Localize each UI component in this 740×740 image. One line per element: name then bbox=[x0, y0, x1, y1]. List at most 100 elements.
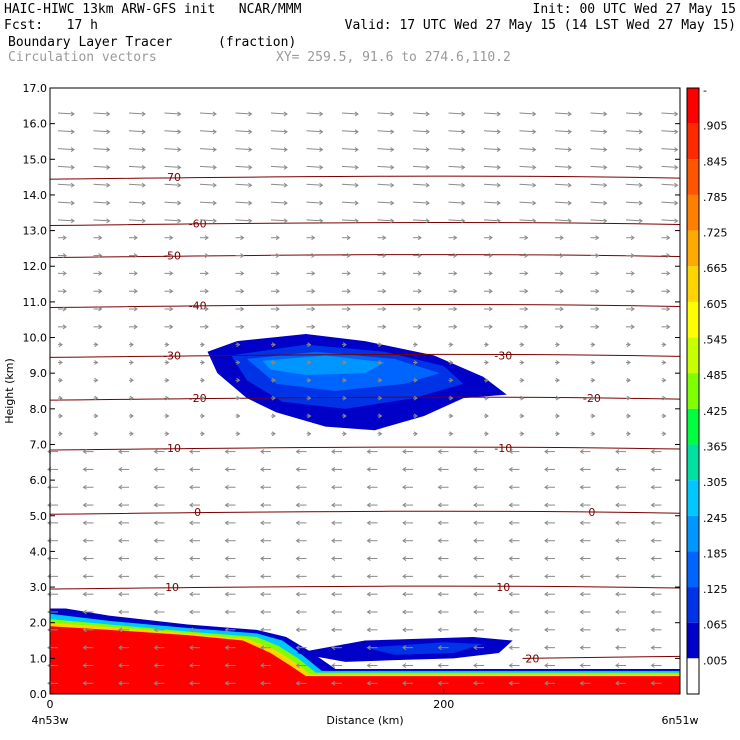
wind-vector-head bbox=[555, 360, 560, 365]
wind-vector-head bbox=[488, 288, 493, 294]
wind-vector-head bbox=[437, 645, 442, 651]
wind-vector-head bbox=[591, 342, 596, 348]
wind-vector-head bbox=[200, 395, 205, 401]
wind-vector-head bbox=[153, 645, 158, 651]
wind-vector bbox=[270, 112, 288, 115]
wind-vector-head bbox=[275, 306, 280, 312]
wind-vector-head bbox=[674, 200, 679, 206]
wind-vector-head bbox=[240, 270, 245, 276]
colorbar-label: .725 bbox=[703, 227, 728, 240]
header-line1-left: HAIC-HIWC 13km ARW-GFS init NCAR/MMM bbox=[4, 2, 302, 17]
wind-vector-head bbox=[366, 449, 371, 455]
wind-vector-head bbox=[666, 288, 671, 294]
wind-vector-head bbox=[260, 609, 265, 615]
wind-vector-head bbox=[58, 413, 63, 419]
wind-vector bbox=[661, 165, 678, 168]
wind-vector-head bbox=[354, 218, 359, 224]
wind-vector-head bbox=[366, 680, 371, 686]
wind-vector-head bbox=[615, 484, 620, 490]
wind-vector-head bbox=[133, 253, 138, 258]
wind-vector-head bbox=[615, 645, 620, 651]
wind-vector-head bbox=[425, 165, 430, 170]
wind-vector-head bbox=[224, 573, 229, 579]
wind-vector-head bbox=[62, 324, 67, 330]
wind-vector-head bbox=[425, 218, 430, 224]
wind-vector-head bbox=[473, 449, 478, 455]
wind-vector-head bbox=[204, 306, 209, 312]
y-tick-label: 1.0 bbox=[30, 652, 48, 665]
wind-vector-head bbox=[425, 182, 430, 188]
wind-vector-head bbox=[382, 324, 387, 330]
wind-vector bbox=[341, 130, 359, 133]
wind-vector-head bbox=[630, 288, 635, 294]
wind-vector-head bbox=[169, 253, 174, 258]
wind-vector-head bbox=[311, 253, 316, 258]
wind-vector-head bbox=[283, 182, 288, 188]
wind-vector-head bbox=[524, 253, 529, 258]
wind-vector-head bbox=[240, 324, 245, 330]
y-tick-label: 15.0 bbox=[23, 153, 48, 166]
wind-vector-head bbox=[508, 645, 513, 651]
wind-vector-head bbox=[555, 377, 560, 383]
plot-frame bbox=[49, 87, 681, 695]
wind-vector bbox=[57, 130, 75, 133]
wind-vector-head bbox=[283, 200, 288, 206]
wind-vector-head bbox=[224, 556, 229, 561]
wind-vector-head bbox=[153, 609, 158, 615]
wind-vector-head bbox=[638, 165, 643, 170]
wind-vector-head bbox=[473, 520, 478, 526]
wind-vector-head bbox=[508, 538, 513, 544]
wind-vector-head bbox=[275, 288, 280, 294]
wind-vector-head bbox=[382, 270, 387, 276]
wind-vector-head bbox=[638, 129, 643, 135]
wind-vector-head bbox=[488, 306, 493, 312]
wind-vector-head bbox=[82, 591, 87, 597]
colorbar-label: .905 bbox=[703, 120, 728, 133]
wind-vector-head bbox=[331, 573, 336, 579]
wind-vector-head bbox=[390, 165, 395, 170]
wind-vector-head bbox=[390, 218, 395, 224]
wind-vector-head bbox=[532, 129, 537, 135]
wind-vector-head bbox=[437, 609, 442, 615]
wind-vector-head bbox=[449, 360, 454, 365]
wind-vector-head bbox=[307, 360, 312, 365]
wind-vector-head bbox=[449, 431, 454, 437]
colorbar-label: .785 bbox=[703, 191, 728, 204]
wind-vector-head bbox=[603, 182, 608, 188]
y-tick-label: 16.0 bbox=[23, 118, 48, 131]
wind-vector-head bbox=[461, 111, 466, 117]
wind-vector-head bbox=[544, 556, 549, 561]
wind-vector-head bbox=[579, 663, 584, 668]
wind-vector-head bbox=[366, 467, 371, 472]
wind-vector-head bbox=[595, 235, 600, 241]
wind-vector-head bbox=[425, 111, 430, 117]
wind-vector-head bbox=[650, 556, 655, 561]
wind-vector-head bbox=[595, 253, 600, 258]
wind-vector-head bbox=[402, 645, 407, 651]
wind-vector-head bbox=[461, 147, 466, 153]
wind-vector-head bbox=[559, 270, 564, 276]
wind-vector-head bbox=[260, 556, 265, 561]
wind-vector-head bbox=[402, 484, 407, 490]
colorbar-label: .605 bbox=[703, 298, 728, 311]
wind-vector-head bbox=[437, 591, 442, 597]
wind-vector-head bbox=[674, 147, 679, 153]
wind-vector-head bbox=[437, 502, 442, 508]
wind-vector bbox=[483, 219, 501, 222]
colorbar-swatch bbox=[687, 194, 699, 231]
wind-vector-head bbox=[248, 200, 253, 206]
wind-vector bbox=[199, 165, 217, 168]
wind-vector-head bbox=[165, 413, 170, 419]
field-name: Boundary Layer Tracer bbox=[8, 35, 173, 50]
wind-vector-head bbox=[189, 484, 194, 490]
wind-vector-head bbox=[417, 235, 422, 241]
wind-vector-head bbox=[603, 200, 608, 206]
wind-vector bbox=[377, 201, 394, 204]
wind-vector-head bbox=[366, 645, 371, 651]
wind-vector-head bbox=[650, 502, 655, 508]
colorbar-swatch bbox=[687, 123, 699, 160]
wind-vector-head bbox=[437, 556, 442, 561]
wind-vector-head bbox=[295, 663, 300, 668]
wind-vector-head bbox=[555, 413, 560, 419]
wind-vector-head bbox=[595, 306, 600, 312]
